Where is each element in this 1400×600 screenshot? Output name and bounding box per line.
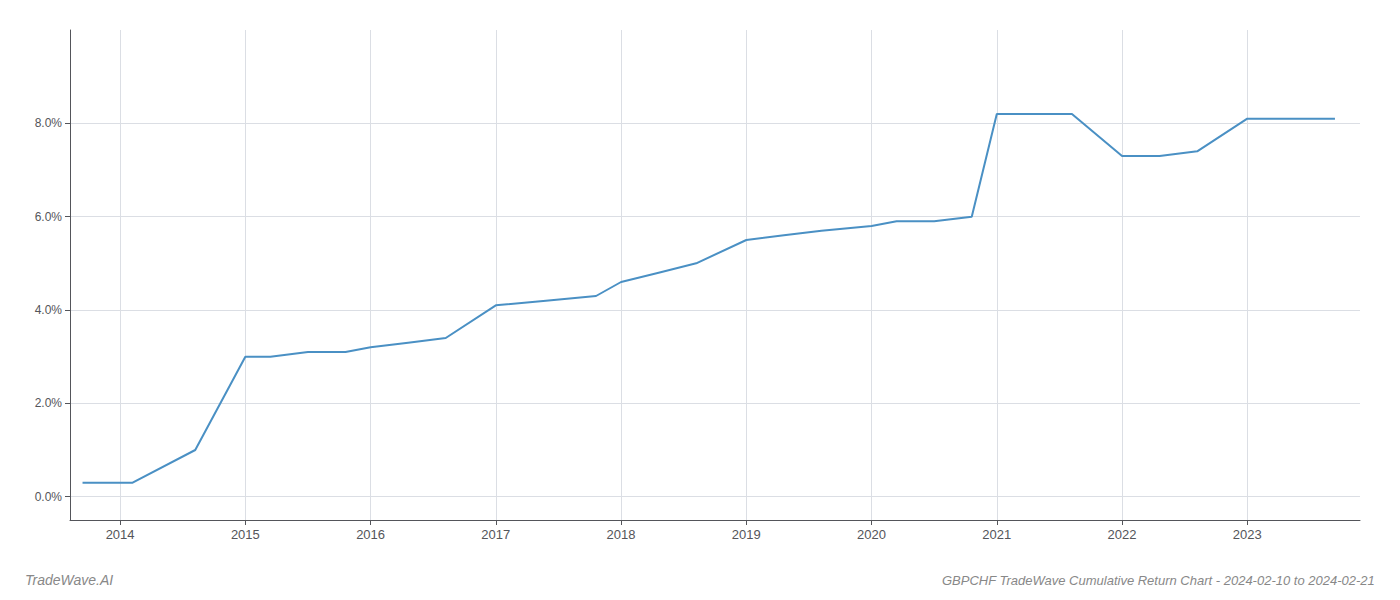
svg-text:GBPCHF TradeWave Cumulative Re: GBPCHF TradeWave Cumulative Return Chart… — [942, 573, 1375, 588]
svg-text:2021: 2021 — [982, 527, 1011, 542]
svg-text:2020: 2020 — [857, 527, 886, 542]
svg-text:2015: 2015 — [231, 527, 260, 542]
svg-text:2016: 2016 — [356, 527, 385, 542]
svg-text:4.0%: 4.0% — [35, 303, 63, 317]
svg-text:2018: 2018 — [607, 527, 636, 542]
svg-text:TradeWave.AI: TradeWave.AI — [25, 572, 113, 588]
svg-text:2023: 2023 — [1233, 527, 1262, 542]
svg-text:2019: 2019 — [732, 527, 761, 542]
svg-text:6.0%: 6.0% — [35, 210, 63, 224]
svg-text:2.0%: 2.0% — [35, 396, 63, 410]
svg-text:2017: 2017 — [481, 527, 510, 542]
svg-text:2014: 2014 — [106, 527, 135, 542]
svg-text:2022: 2022 — [1108, 527, 1137, 542]
svg-text:0.0%: 0.0% — [35, 490, 63, 504]
svg-text:8.0%: 8.0% — [35, 116, 63, 130]
